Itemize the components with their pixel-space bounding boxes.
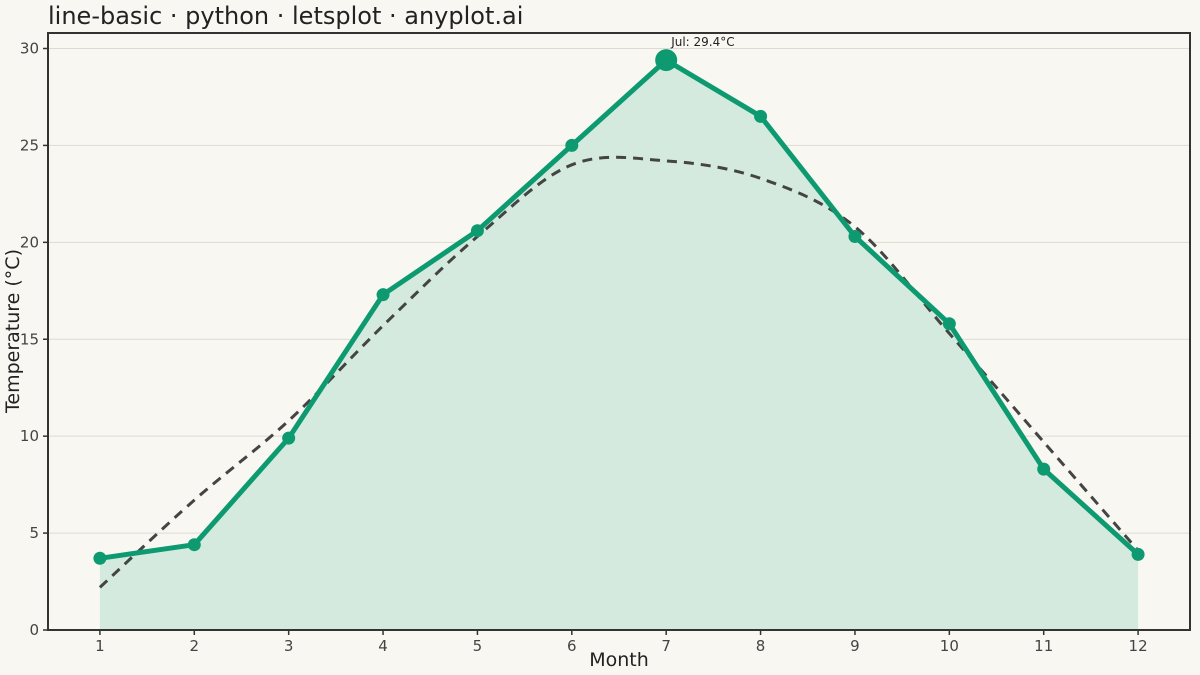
x-tick-label: 4 [378,637,388,655]
data-point [93,551,107,565]
data-point [470,224,484,238]
x-tick-label: 1 [95,637,105,655]
x-tick-label: 12 [1129,637,1148,655]
y-tick-label: 25 [20,136,39,154]
x-tick-label: 10 [940,637,959,655]
y-tick-label: 20 [20,233,39,251]
x-tick-label: 8 [756,637,766,655]
y-tick-label: 30 [20,40,39,58]
x-tick-label: 3 [284,637,294,655]
peak-point [655,49,678,72]
data-point [282,431,296,445]
x-tick-label: 6 [567,637,577,655]
area-fill [99,60,1139,631]
x-tick-label: 5 [473,637,483,655]
y-tick-label: 5 [29,524,39,542]
data-point [376,288,390,302]
data-point [565,138,579,152]
x-tick-label: 2 [190,637,200,655]
trend-line [98,155,1140,589]
chart-title: line-basic · python · letsplot · anyplot… [48,2,523,30]
data-point [1037,462,1051,476]
y-tick-label: 0 [29,621,39,639]
plot-panel-border [47,32,1191,631]
data-point [942,317,956,331]
peak-annotation: Jul: 29.4°C [670,35,734,49]
x-tick-label: 11 [1034,637,1053,655]
data-point [1131,547,1145,561]
y-axis-title: Temperature (°C) [2,249,24,414]
data-point [848,230,862,244]
x-tick-label: 7 [661,637,671,655]
y-tick-label: 10 [20,427,39,445]
temperature-line [97,57,1141,561]
y-tick-label: 15 [20,330,39,348]
data-point [187,538,201,552]
data-point [754,109,768,123]
x-tick-label: 9 [850,637,860,655]
x-axis-title: Month [589,649,649,671]
data-points [93,49,1145,565]
